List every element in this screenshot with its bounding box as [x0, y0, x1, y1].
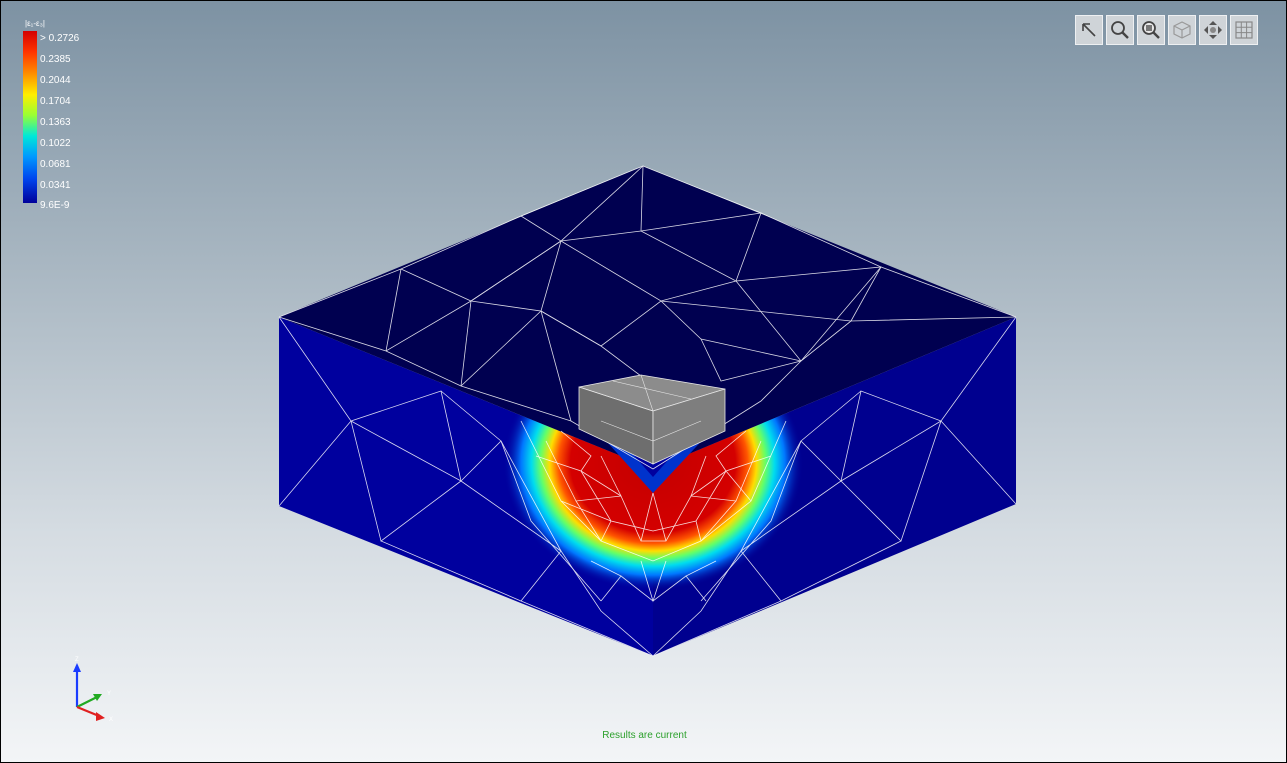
pan-button[interactable]: [1199, 15, 1227, 45]
view-3d-button[interactable]: [1168, 15, 1196, 45]
mesh-display-button[interactable]: [1230, 15, 1258, 45]
legend-label: 0.0341: [40, 180, 71, 191]
zoom-area-icon: [1142, 21, 1160, 39]
status-message: Results are current: [602, 730, 687, 741]
select-tool-button[interactable]: [1075, 15, 1103, 45]
legend-label: > 0.2726: [40, 33, 80, 44]
legend-label: 0.1704: [40, 96, 71, 107]
zoom-button[interactable]: [1106, 15, 1134, 45]
legend-label: 0.2044: [40, 75, 71, 86]
legend-label: 0.0681: [40, 159, 71, 170]
y-axis-label: Y: [107, 691, 111, 697]
z-axis-label: Z: [75, 657, 79, 663]
legend-title: |ε₁-ε₃|: [25, 19, 45, 28]
view-toolbar: [1075, 15, 1258, 45]
legend-label: 9.6E-9: [40, 200, 70, 211]
legend-label: 0.1363: [40, 117, 71, 128]
legend-label: 0.1022: [40, 138, 71, 149]
axis-triad: Z Y X: [73, 657, 113, 723]
zoom-area-button[interactable]: [1137, 15, 1165, 45]
pan-arrows-icon: [1204, 21, 1222, 39]
legend-color-bar: [23, 31, 37, 203]
indenter-block: [578, 374, 726, 465]
x-axis-label: X: [109, 717, 113, 723]
cube-icon: [1173, 21, 1191, 39]
grid-icon: [1235, 21, 1253, 39]
select-arrow-icon: [1082, 23, 1096, 37]
magnifier-icon: [1111, 21, 1129, 39]
legend-label: 0.2385: [40, 54, 71, 65]
